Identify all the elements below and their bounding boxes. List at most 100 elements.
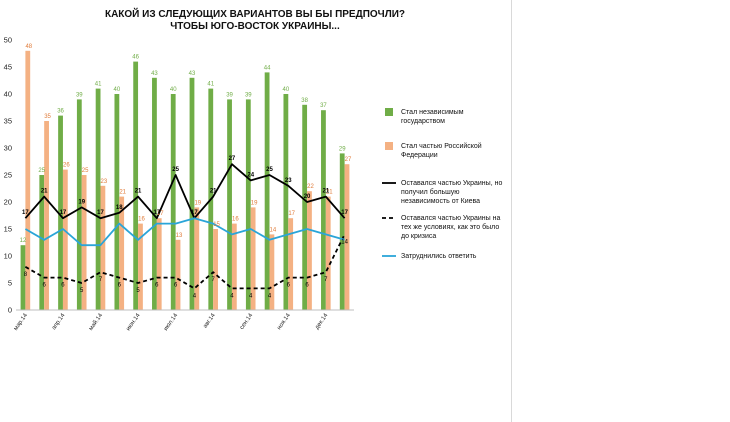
data-label-independent: 39 [76,92,83,98]
legend-same-conditions-label: Оставался частью Украины на [401,215,501,222]
y-tick-label: 45 [4,63,12,72]
y-tick-label: 15 [4,225,12,234]
data-label-independent: 46 [132,55,139,61]
data-label-independent: 38 [301,98,308,104]
bar-russia [231,223,237,310]
x-tick-label: ноя.14 [277,312,293,331]
data-label-same-conditions: 4 [230,293,234,299]
legend-more-autonomy-label: Оставался частью Украины, но [401,180,502,187]
bar-independent [95,88,101,310]
bar-independent [20,245,26,310]
data-label-same-conditions: 7 [324,277,328,283]
data-label-same-conditions: 7 [99,277,103,283]
data-label-russia: 26 [63,163,70,169]
data-label-russia: 17 [157,211,164,217]
x-tick-label: дек.14 [314,312,330,331]
data-label-russia: 25 [82,168,89,174]
y-tick-label: 50 [4,36,12,45]
bar-russia [156,218,162,310]
bar-independent [321,110,326,310]
x-tick-label: сен.14 [239,312,255,331]
data-label-russia: 48 [25,44,32,50]
data-label-russia: 35 [44,114,51,120]
data-label-same-conditions: 6 [174,283,178,289]
data-label-more-autonomy: 24 [247,172,254,178]
bar-russia [138,223,143,310]
legend-same-conditions-label: тех же условиях, как это было [401,223,499,231]
data-label-russia: 14 [270,227,277,233]
line-more-autonomy [24,163,346,220]
data-label-independent: 41 [95,82,102,88]
y-tick-label: 5 [8,279,12,288]
legend-independent-swatch [385,108,393,116]
bar-independent [264,72,270,311]
data-label-russia: 21 [326,190,333,196]
data-label-more-autonomy: 25 [172,167,179,173]
legend-russia-label: Стал частью Российской [401,142,482,150]
line-same-conditions [24,233,346,290]
data-label-independent: 36 [57,109,64,115]
data-label-russia: 15 [213,222,220,228]
data-label-more-autonomy: 27 [229,156,236,162]
bar-independent [339,153,345,310]
data-label-more-autonomy: 21 [322,189,329,195]
bar-independent [114,94,120,310]
x-tick-label: авг.14 [203,312,218,329]
data-label-russia: 19 [251,200,258,206]
bar-russia [307,191,312,310]
data-label-more-autonomy: 19 [78,199,85,205]
data-label-russia: 22 [307,184,314,190]
bar-independent [283,94,289,310]
data-label-more-autonomy: 20 [304,194,311,200]
panel-divider [511,0,512,422]
y-tick-label: 40 [4,90,12,99]
data-label-russia: 21 [119,190,126,196]
legend-more-autonomy-label: независимость от Киева [401,198,480,205]
y-tick-label: 20 [4,198,12,207]
legend-more-autonomy-label: получил большую [401,188,460,196]
bar-russia [81,175,87,310]
data-label-independent: 44 [264,65,271,71]
data-label-russia: 16 [232,217,239,223]
y-tick-label: 10 [4,252,12,261]
data-label-independent: 39 [226,92,233,98]
data-label-independent: 29 [339,146,346,152]
data-label-same-conditions: 6 [42,283,46,289]
data-label-same-conditions: 4 [193,293,197,299]
bar-russia [100,185,106,310]
bar-independent [245,99,251,311]
data-label-more-autonomy: 17 [60,210,67,216]
bar-russia [269,234,275,310]
bar-independent [76,99,82,311]
y-tick-label: 0 [8,306,12,315]
bar-independent [152,77,157,310]
data-label-same-conditions: 6 [61,283,65,289]
bar-russia [119,196,125,310]
x-tick-label: апр.14 [51,312,67,331]
data-label-same-conditions: 6 [305,283,309,289]
data-label-more-autonomy: 17 [97,210,104,216]
data-label-independent: 39 [245,92,252,98]
data-label-same-conditions: 14 [341,239,348,245]
data-label-russia: 13 [176,233,183,239]
legend-independent-label: Стал независимым [401,109,464,116]
x-tick-label: июл.14 [163,312,180,332]
bar-independent [133,61,139,310]
data-label-more-autonomy: 17 [153,210,160,216]
data-label-same-conditions: 6 [155,283,159,289]
data-label-independent: 12 [20,238,27,244]
legend-russia-label: Федерации [401,152,438,159]
y-tick-label: 30 [4,144,12,153]
data-label-more-autonomy: 17 [341,210,348,216]
data-label-independent: 37 [320,103,327,109]
bar-independent [189,77,195,310]
data-label-independent: 41 [207,82,214,88]
bar-russia [194,207,200,310]
legend-hard-to-say-label: Затруднились ответить [401,253,477,260]
bar-russia [213,229,218,310]
data-label-russia: 17 [288,211,295,217]
data-label-same-conditions: 8 [24,272,28,278]
bar-independent [39,175,45,310]
data-label-independent: 43 [151,71,158,77]
